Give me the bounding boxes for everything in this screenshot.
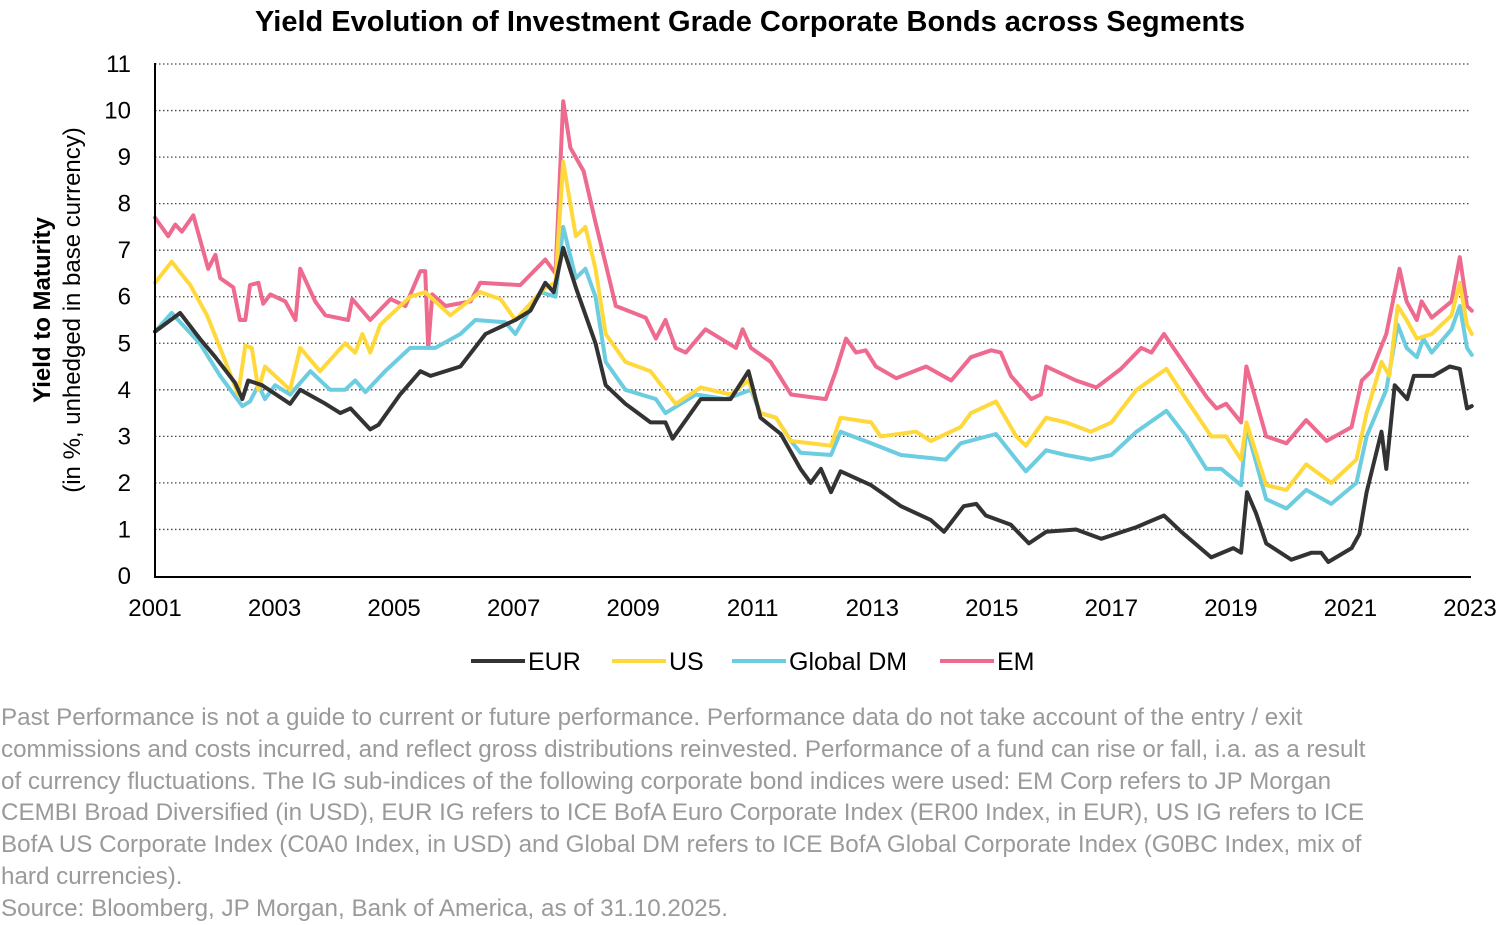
y-tick-label: 3 [118, 423, 131, 450]
series-line-em [153, 99, 1474, 446]
y-tick-label: 7 [118, 237, 131, 264]
y-tick-label: 8 [118, 191, 131, 218]
source-note: Source: Bloomberg, JP Morgan, Bank of Am… [1, 894, 728, 922]
legend: EUR US Global DM EM [471, 648, 1035, 676]
y-tick-label: 0 [118, 563, 131, 590]
x-tick-label: 2021 [1324, 595, 1377, 622]
gridlines [155, 63, 1470, 531]
x-tick-label: 2007 [487, 595, 540, 622]
y-tick-label: 2 [118, 470, 131, 497]
y-axis-sublabel: (in %, unhedged in base currency) [59, 127, 86, 493]
x-tick-label: 2013 [846, 595, 899, 622]
x-tick-label: 2003 [248, 595, 301, 622]
series-line-global-dm [153, 224, 1474, 511]
y-axis-title: Yield to Maturity (in %, unhedged in bas… [29, 127, 86, 493]
x-tick-label: 2023 [1443, 595, 1496, 622]
footnote-line: BofA US Corporate Index (C0A0 Index, in … [1, 831, 1362, 859]
legend-label-global-dm: Global DM [789, 648, 907, 676]
legend-label-us: US [669, 648, 704, 676]
chart-title: Yield Evolution of Investment Grade Corp… [255, 6, 1245, 38]
x-tick-label: 2011 [727, 595, 779, 622]
y-tick-labels: 0 1 2 3 4 5 6 7 8 9 10 11 [104, 51, 131, 590]
footnote-line: hard currencies). [1, 862, 183, 890]
y-tick-label: 4 [118, 377, 131, 404]
x-tick-label: 2017 [1085, 595, 1138, 622]
footnote: Past Performance is not a guide to curre… [1, 702, 1500, 925]
y-tick-label: 6 [118, 284, 131, 311]
x-tick-label: 2015 [965, 595, 1018, 622]
series-line-eur [153, 245, 1474, 564]
x-tick-label: 2005 [367, 595, 420, 622]
footnote-line: of currency fluctuations. The IG sub-ind… [1, 767, 1332, 795]
legend-label-em: EM [997, 648, 1035, 676]
y-tick-label: 5 [118, 330, 131, 357]
yield-chart: Yield Evolution of Investment Grade Corp… [29, 6, 1497, 676]
y-tick-label: 9 [118, 144, 131, 171]
footnote-line: CEMBI Broad Diversified (in USD), EUR IG… [1, 799, 1365, 827]
x-tick-label: 2001 [128, 595, 181, 622]
y-tick-label: 10 [104, 98, 131, 125]
y-axis-label: Yield to Maturity [29, 216, 56, 402]
x-tick-label: 2019 [1204, 595, 1257, 622]
y-tick-label: 1 [118, 516, 131, 543]
x-tick-labels: 2001 2003 2005 2007 2009 2011 2013 2015 2017 2019… [128, 595, 1496, 622]
footnote-line: Past Performance is not a guide to curre… [1, 704, 1303, 731]
y-tick-label: 11 [106, 51, 131, 78]
series-line-us [153, 159, 1474, 492]
x-tick-label: 2009 [606, 595, 659, 622]
series-lines [153, 99, 1474, 564]
legend-label-eur: EUR [528, 648, 581, 676]
footnote-line: commissions and costs incurred, and refl… [1, 735, 1366, 763]
